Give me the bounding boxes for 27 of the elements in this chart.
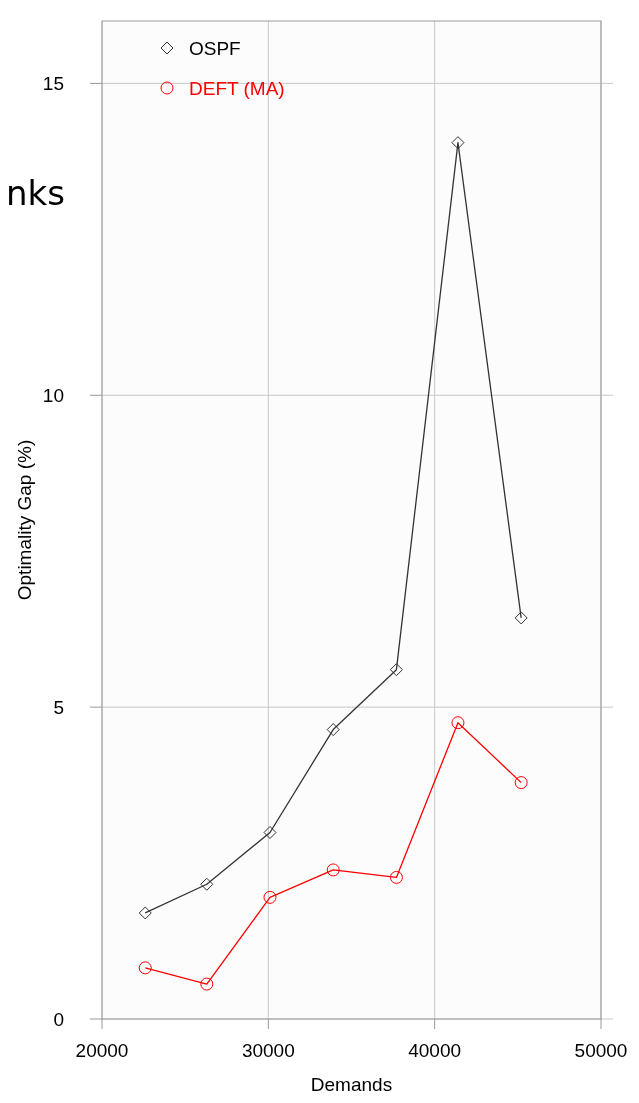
y-tick-label: 5 xyxy=(53,696,64,718)
point xyxy=(326,863,340,877)
x-axis-title: Demands xyxy=(310,1074,393,1095)
x-tick-label: 40000 xyxy=(408,1040,462,1061)
point xyxy=(326,723,340,737)
point xyxy=(389,870,403,884)
x-tick-label: 50000 xyxy=(574,1040,628,1061)
legend-label: OSPF xyxy=(189,37,241,59)
y-tick-label: 15 xyxy=(42,73,64,95)
y-axis-title: Optimality Gap (%) xyxy=(14,439,35,601)
x-tick-label: 20000 xyxy=(75,1040,129,1061)
legend-label: DEFT (MA) xyxy=(189,77,285,99)
point xyxy=(514,611,528,625)
x-tick-label: 30000 xyxy=(241,1040,295,1061)
point xyxy=(263,890,277,904)
point xyxy=(138,906,152,920)
y-tick-label: 0 xyxy=(53,1008,64,1030)
point xyxy=(200,977,214,991)
point xyxy=(451,716,465,730)
y-tick-label: 10 xyxy=(42,384,64,406)
point xyxy=(514,776,528,790)
point xyxy=(263,826,277,839)
point xyxy=(389,663,403,677)
point xyxy=(138,961,152,975)
text: nks xyxy=(6,173,65,213)
point xyxy=(200,877,214,891)
point xyxy=(451,136,465,150)
